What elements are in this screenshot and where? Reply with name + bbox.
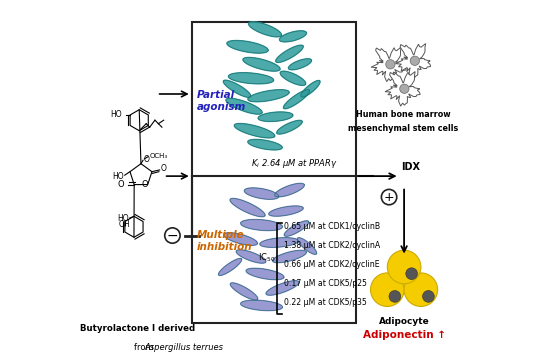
Text: IC$_{50}$: IC$_{50}$ bbox=[258, 252, 275, 264]
Circle shape bbox=[370, 273, 404, 307]
Text: OH: OH bbox=[119, 219, 131, 229]
Text: O: O bbox=[144, 155, 150, 164]
Text: +: + bbox=[384, 190, 394, 204]
Polygon shape bbox=[243, 57, 280, 71]
Text: IDX: IDX bbox=[401, 162, 421, 172]
Text: mesenchymal stem cells: mesenchymal stem cells bbox=[348, 125, 458, 133]
Polygon shape bbox=[226, 98, 262, 114]
Polygon shape bbox=[275, 183, 304, 197]
Text: $K_i$ 2.64 μM at PPARγ: $K_i$ 2.64 μM at PPARγ bbox=[251, 158, 338, 170]
Text: Aspergillus terrues: Aspergillus terrues bbox=[145, 343, 224, 352]
Text: 0.22 μM at CDK5/p35: 0.22 μM at CDK5/p35 bbox=[284, 298, 367, 307]
Circle shape bbox=[400, 84, 409, 93]
Polygon shape bbox=[298, 238, 317, 254]
Circle shape bbox=[410, 56, 419, 65]
Polygon shape bbox=[244, 188, 279, 199]
Polygon shape bbox=[224, 233, 257, 245]
Polygon shape bbox=[125, 216, 143, 237]
Polygon shape bbox=[395, 44, 431, 78]
Polygon shape bbox=[280, 71, 306, 85]
Polygon shape bbox=[266, 281, 299, 295]
Polygon shape bbox=[240, 219, 282, 230]
Polygon shape bbox=[280, 31, 306, 42]
Polygon shape bbox=[246, 268, 284, 280]
Polygon shape bbox=[234, 124, 275, 138]
Polygon shape bbox=[276, 45, 303, 62]
Polygon shape bbox=[230, 198, 265, 217]
Text: 0.17 μM at CDK5/p25: 0.17 μM at CDK5/p25 bbox=[284, 279, 367, 288]
Text: 0.65 μM at CDK1/cyclinB: 0.65 μM at CDK1/cyclinB bbox=[284, 222, 380, 231]
Polygon shape bbox=[249, 22, 281, 37]
Text: 1.38 μM at CDK2/cyclinA: 1.38 μM at CDK2/cyclinA bbox=[284, 241, 380, 250]
Circle shape bbox=[387, 250, 421, 284]
Text: O: O bbox=[161, 164, 167, 173]
Polygon shape bbox=[219, 258, 242, 275]
Polygon shape bbox=[288, 59, 312, 70]
Polygon shape bbox=[285, 221, 308, 236]
Polygon shape bbox=[371, 47, 406, 82]
Text: Partial
agonism: Partial agonism bbox=[197, 90, 246, 112]
Polygon shape bbox=[236, 250, 266, 263]
Circle shape bbox=[165, 228, 180, 243]
Text: Butyrolactone I derived: Butyrolactone I derived bbox=[80, 324, 195, 333]
Circle shape bbox=[381, 189, 397, 205]
Circle shape bbox=[406, 268, 417, 280]
Polygon shape bbox=[260, 238, 298, 247]
Polygon shape bbox=[130, 110, 149, 131]
Polygon shape bbox=[228, 73, 274, 84]
Polygon shape bbox=[301, 80, 320, 97]
Text: HO: HO bbox=[110, 110, 121, 119]
Polygon shape bbox=[240, 300, 282, 310]
Polygon shape bbox=[227, 40, 268, 53]
Text: HO: HO bbox=[112, 172, 123, 181]
Polygon shape bbox=[277, 120, 302, 134]
Text: O: O bbox=[118, 180, 125, 189]
Text: from: from bbox=[134, 343, 156, 352]
Polygon shape bbox=[258, 112, 293, 121]
Polygon shape bbox=[269, 206, 303, 216]
Polygon shape bbox=[283, 90, 310, 109]
Circle shape bbox=[404, 273, 437, 307]
Text: Multiple
inhibition: Multiple inhibition bbox=[197, 229, 252, 252]
Circle shape bbox=[386, 59, 395, 69]
Text: −: − bbox=[166, 229, 178, 242]
Text: 0.66 μM at CDK2/cyclinE: 0.66 μM at CDK2/cyclinE bbox=[284, 260, 380, 269]
Polygon shape bbox=[385, 72, 420, 106]
Text: HO: HO bbox=[118, 213, 129, 223]
Circle shape bbox=[389, 291, 401, 302]
Circle shape bbox=[423, 291, 434, 302]
Text: O: O bbox=[141, 180, 149, 189]
Polygon shape bbox=[224, 80, 251, 97]
Bar bbox=[191, 22, 356, 323]
Polygon shape bbox=[230, 283, 258, 300]
Text: Adipocyte: Adipocyte bbox=[379, 316, 429, 326]
Polygon shape bbox=[248, 90, 289, 102]
Text: Human bone marrow: Human bone marrow bbox=[356, 110, 450, 119]
Polygon shape bbox=[130, 164, 152, 184]
Polygon shape bbox=[273, 250, 306, 263]
Polygon shape bbox=[248, 139, 282, 150]
Text: OCH₃: OCH₃ bbox=[150, 153, 168, 159]
Text: Adiponectin ↑: Adiponectin ↑ bbox=[363, 330, 446, 340]
